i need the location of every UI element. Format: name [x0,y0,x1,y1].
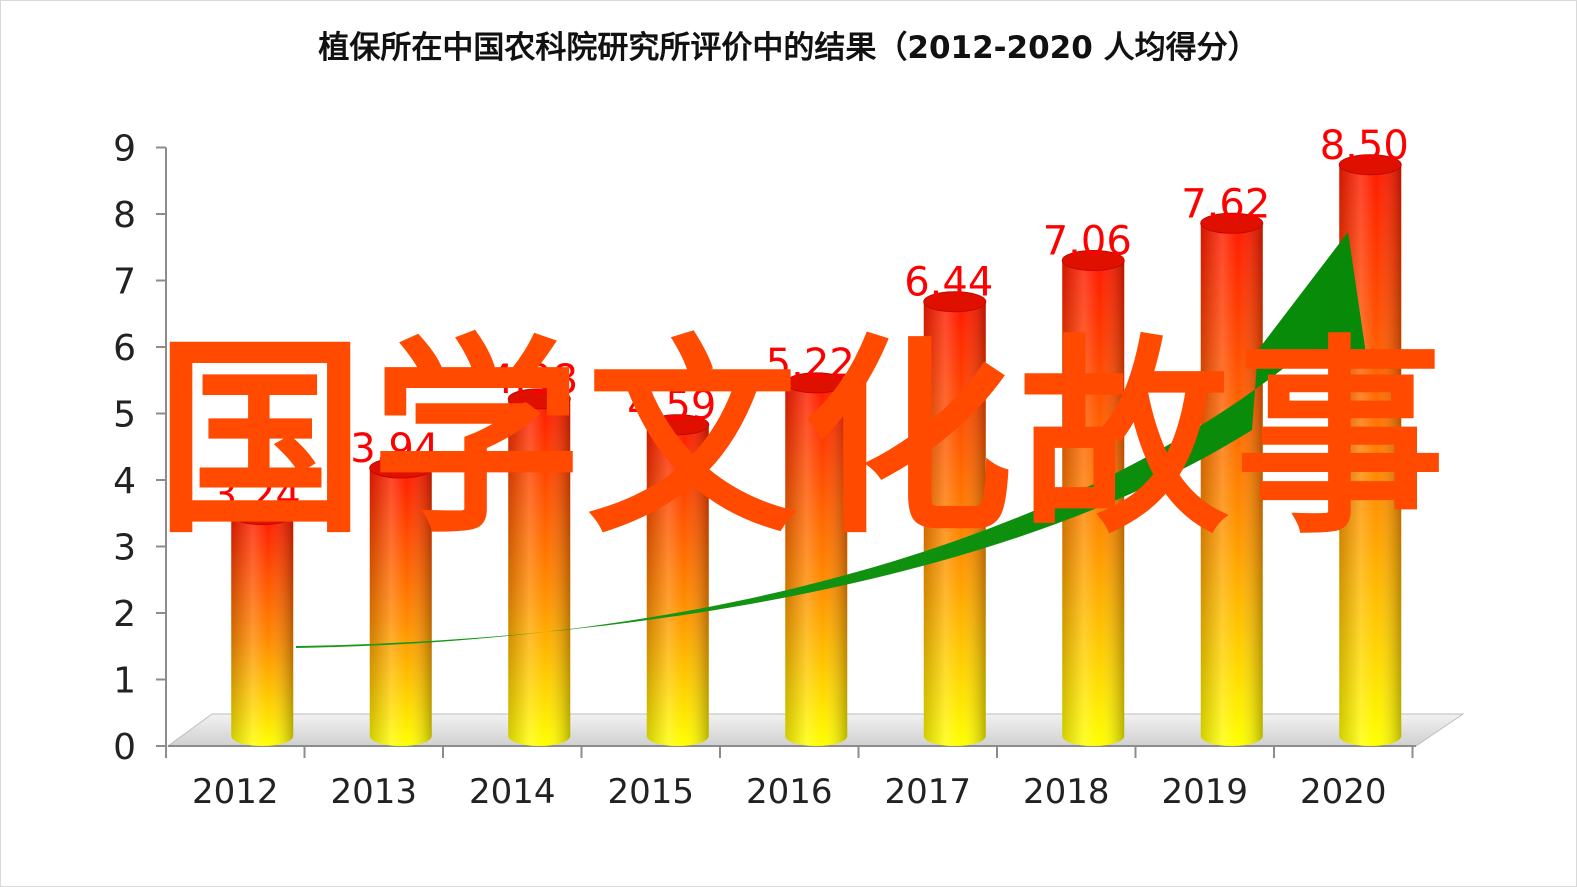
bar-shading [646,424,709,746]
bar-cap [1200,212,1264,234]
data-label: 7.06 [1043,219,1132,265]
bar-shading [369,467,432,746]
data-label: 3.24 [212,473,301,519]
bar-cap [784,372,848,394]
bar [507,388,571,746]
bar-shading [785,382,848,746]
y-tick-label: 8 [113,195,136,236]
bar-cap [507,388,571,410]
bar-cap [230,504,294,526]
y-tick-label: 3 [113,528,136,569]
bar-shading [508,398,571,746]
data-label: 4.98 [489,357,578,403]
x-tick-label: 2013 [330,772,417,812]
x-tick-label: 2012 [192,772,279,812]
y-tick-label: 1 [113,661,136,702]
x-tick-label: 2015 [607,772,694,812]
data-label: 7.62 [1181,181,1270,227]
bar-cap [1338,154,1402,176]
y-tick-label: 9 [113,129,136,170]
y-tick-label: 4 [113,461,136,502]
bar-shading [923,301,986,746]
x-tick-label: 2018 [1023,772,1110,812]
data-label: 5.22 [766,341,855,387]
chart-title: 植保所在中国农科院研究所评价中的结果（2012-2020 人均得分） [318,30,1259,66]
y-tick-label: 7 [113,262,136,303]
x-tick-label: 2014 [469,772,556,812]
bar-cap [646,414,710,436]
y-tick-label: 6 [113,328,136,369]
y-tick-label: 5 [113,395,136,436]
x-tick-label: 2016 [746,772,833,812]
bar [230,504,294,746]
x-tick-label: 2017 [884,772,971,812]
x-tick-label: 2020 [1300,772,1387,812]
bar [923,291,987,746]
data-label: 4.59 [627,383,716,429]
bar-shading [1200,223,1263,746]
bar-cap [1061,250,1125,272]
bar-cap [369,457,433,479]
data-label: 3.94 [350,426,439,472]
bar [1200,212,1264,746]
bar [784,372,848,746]
bar [646,414,710,746]
data-label: 6.44 [904,260,993,306]
y-tick-label: 2 [113,594,136,635]
x-tick-label: 2019 [1161,772,1248,812]
data-label: 8.50 [1320,123,1409,169]
y-tick-label: 0 [113,727,136,768]
bar-cap [923,291,987,313]
bar-shading [231,514,294,746]
bar [369,457,433,746]
